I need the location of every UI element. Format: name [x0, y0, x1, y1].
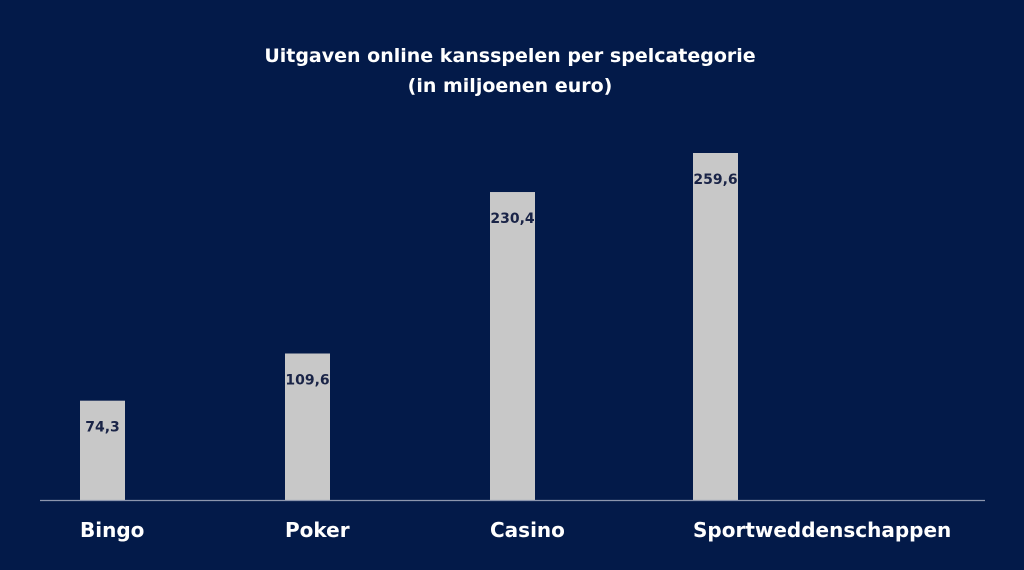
- bar-sportweddenschappen: [693, 153, 738, 500]
- bar-bingo: [80, 400, 125, 500]
- category-label-bingo: Bingo: [80, 518, 144, 542]
- bar-poker: [285, 353, 330, 500]
- bar-casino: [490, 192, 535, 500]
- category-label-casino: Casino: [490, 518, 565, 542]
- chart-subtitle: (in miljoenen euro): [408, 75, 613, 97]
- bars-group: 74,3 109,6 230,4 259,6: [80, 153, 738, 500]
- value-label-bingo: 74,3: [85, 420, 120, 436]
- chart-title: Uitgaven online kansspelen per spelcateg…: [264, 45, 755, 67]
- value-label-casino: 230,4: [490, 211, 535, 227]
- category-label-poker: Poker: [285, 518, 350, 542]
- category-labels-group: Bingo Poker Casino Sportweddenschappen: [80, 518, 951, 542]
- value-label-poker: 109,6: [285, 373, 329, 389]
- value-label-sportweddenschappen: 259,6: [693, 172, 737, 188]
- category-label-sportweddenschappen: Sportweddenschappen: [693, 518, 951, 542]
